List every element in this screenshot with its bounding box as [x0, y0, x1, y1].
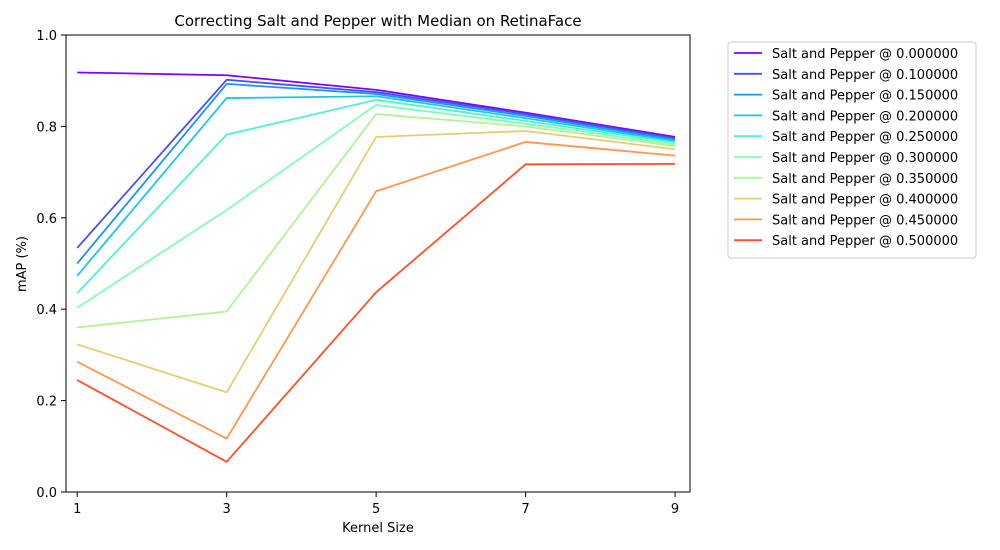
legend-box — [727, 41, 977, 259]
series-line-4 — [76, 98, 676, 294]
legend-label: Salt and Pepper @ 0.300000 — [772, 151, 958, 166]
legend-label: Salt and Pepper @ 0.250000 — [772, 130, 958, 145]
series-line-6 — [77, 113, 676, 329]
y-tick-label: 1.0 — [36, 29, 57, 44]
x-axis-title: Kernel Size — [342, 521, 414, 536]
y-axis-ticks: 0.0 0.2 0.4 0.6 0.8 1.0 — [36, 29, 66, 501]
series-line-9 — [76, 162, 676, 463]
x-tick-label: 5 — [372, 502, 380, 517]
series-line-5 — [76, 104, 676, 309]
legend-label: Salt and Pepper @ 0.450000 — [772, 213, 958, 228]
legend-label: Salt and Pepper @ 0.100000 — [772, 68, 958, 83]
series-line-1 — [76, 78, 676, 249]
legend-label: Salt and Pepper @ 0.200000 — [772, 109, 958, 124]
series-line-7 — [76, 130, 676, 394]
legend-label: Salt and Pepper @ 0.400000 — [772, 193, 958, 208]
legend-label: Salt and Pepper @ 0.350000 — [772, 172, 958, 187]
y-tick-label: 0.4 — [36, 303, 57, 318]
legend: Salt and Pepper @ 0.000000 Salt and Peppe… — [727, 41, 977, 259]
legend-label: Salt and Pepper @ 0.150000 — [772, 89, 958, 104]
x-tick-label: 9 — [671, 502, 679, 517]
series-lines — [76, 71, 676, 463]
series-line-3 — [76, 95, 676, 277]
series-line-0 — [77, 71, 676, 138]
series-line-2 — [76, 83, 676, 265]
plot-frame — [65, 34, 691, 493]
x-tick-label: 3 — [223, 502, 231, 517]
x-tick-label: 7 — [521, 502, 529, 517]
legend-label: Salt and Pepper @ 0.500000 — [772, 234, 958, 249]
y-tick-label: 0.8 — [36, 120, 57, 135]
x-tick-label: 1 — [73, 502, 81, 517]
legend-label: Salt and Pepper @ 0.000000 — [772, 47, 958, 62]
y-tick-label: 0.6 — [36, 212, 57, 227]
y-axis-title: mAP (%) — [15, 236, 30, 292]
chart-title: Correcting Salt and Pepper with Median o… — [174, 12, 581, 30]
y-tick-label: 0.2 — [36, 395, 57, 410]
series-line-8 — [76, 141, 676, 440]
y-tick-label: 0.0 — [36, 486, 57, 501]
x-axis-ticks: 1 3 5 7 9 — [73, 492, 679, 517]
